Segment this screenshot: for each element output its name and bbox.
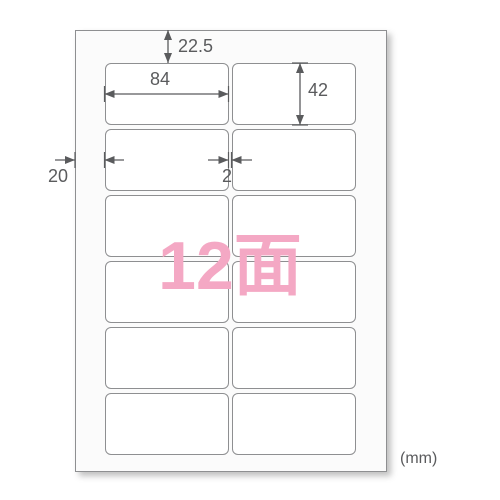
dim-left-margin: 20 — [48, 166, 68, 187]
dim-top-margin: 22.5 — [178, 36, 213, 57]
label-cell — [105, 393, 229, 455]
dim-cell-width: 84 — [150, 69, 170, 90]
label-cell — [232, 393, 356, 455]
label-cell — [232, 129, 356, 191]
label-cell — [105, 327, 229, 389]
dim-cell-height: 42 — [308, 80, 328, 101]
faces-count-label: 12面 — [130, 210, 330, 309]
label-cell — [105, 129, 229, 191]
label-cell — [232, 63, 356, 125]
diagram-stage: 22.5 84 42 20 2 12面 (mm) — [0, 0, 500, 500]
label-cell — [232, 327, 356, 389]
unit-label: (mm) — [400, 450, 437, 468]
dim-col-gap: 2 — [222, 166, 232, 187]
